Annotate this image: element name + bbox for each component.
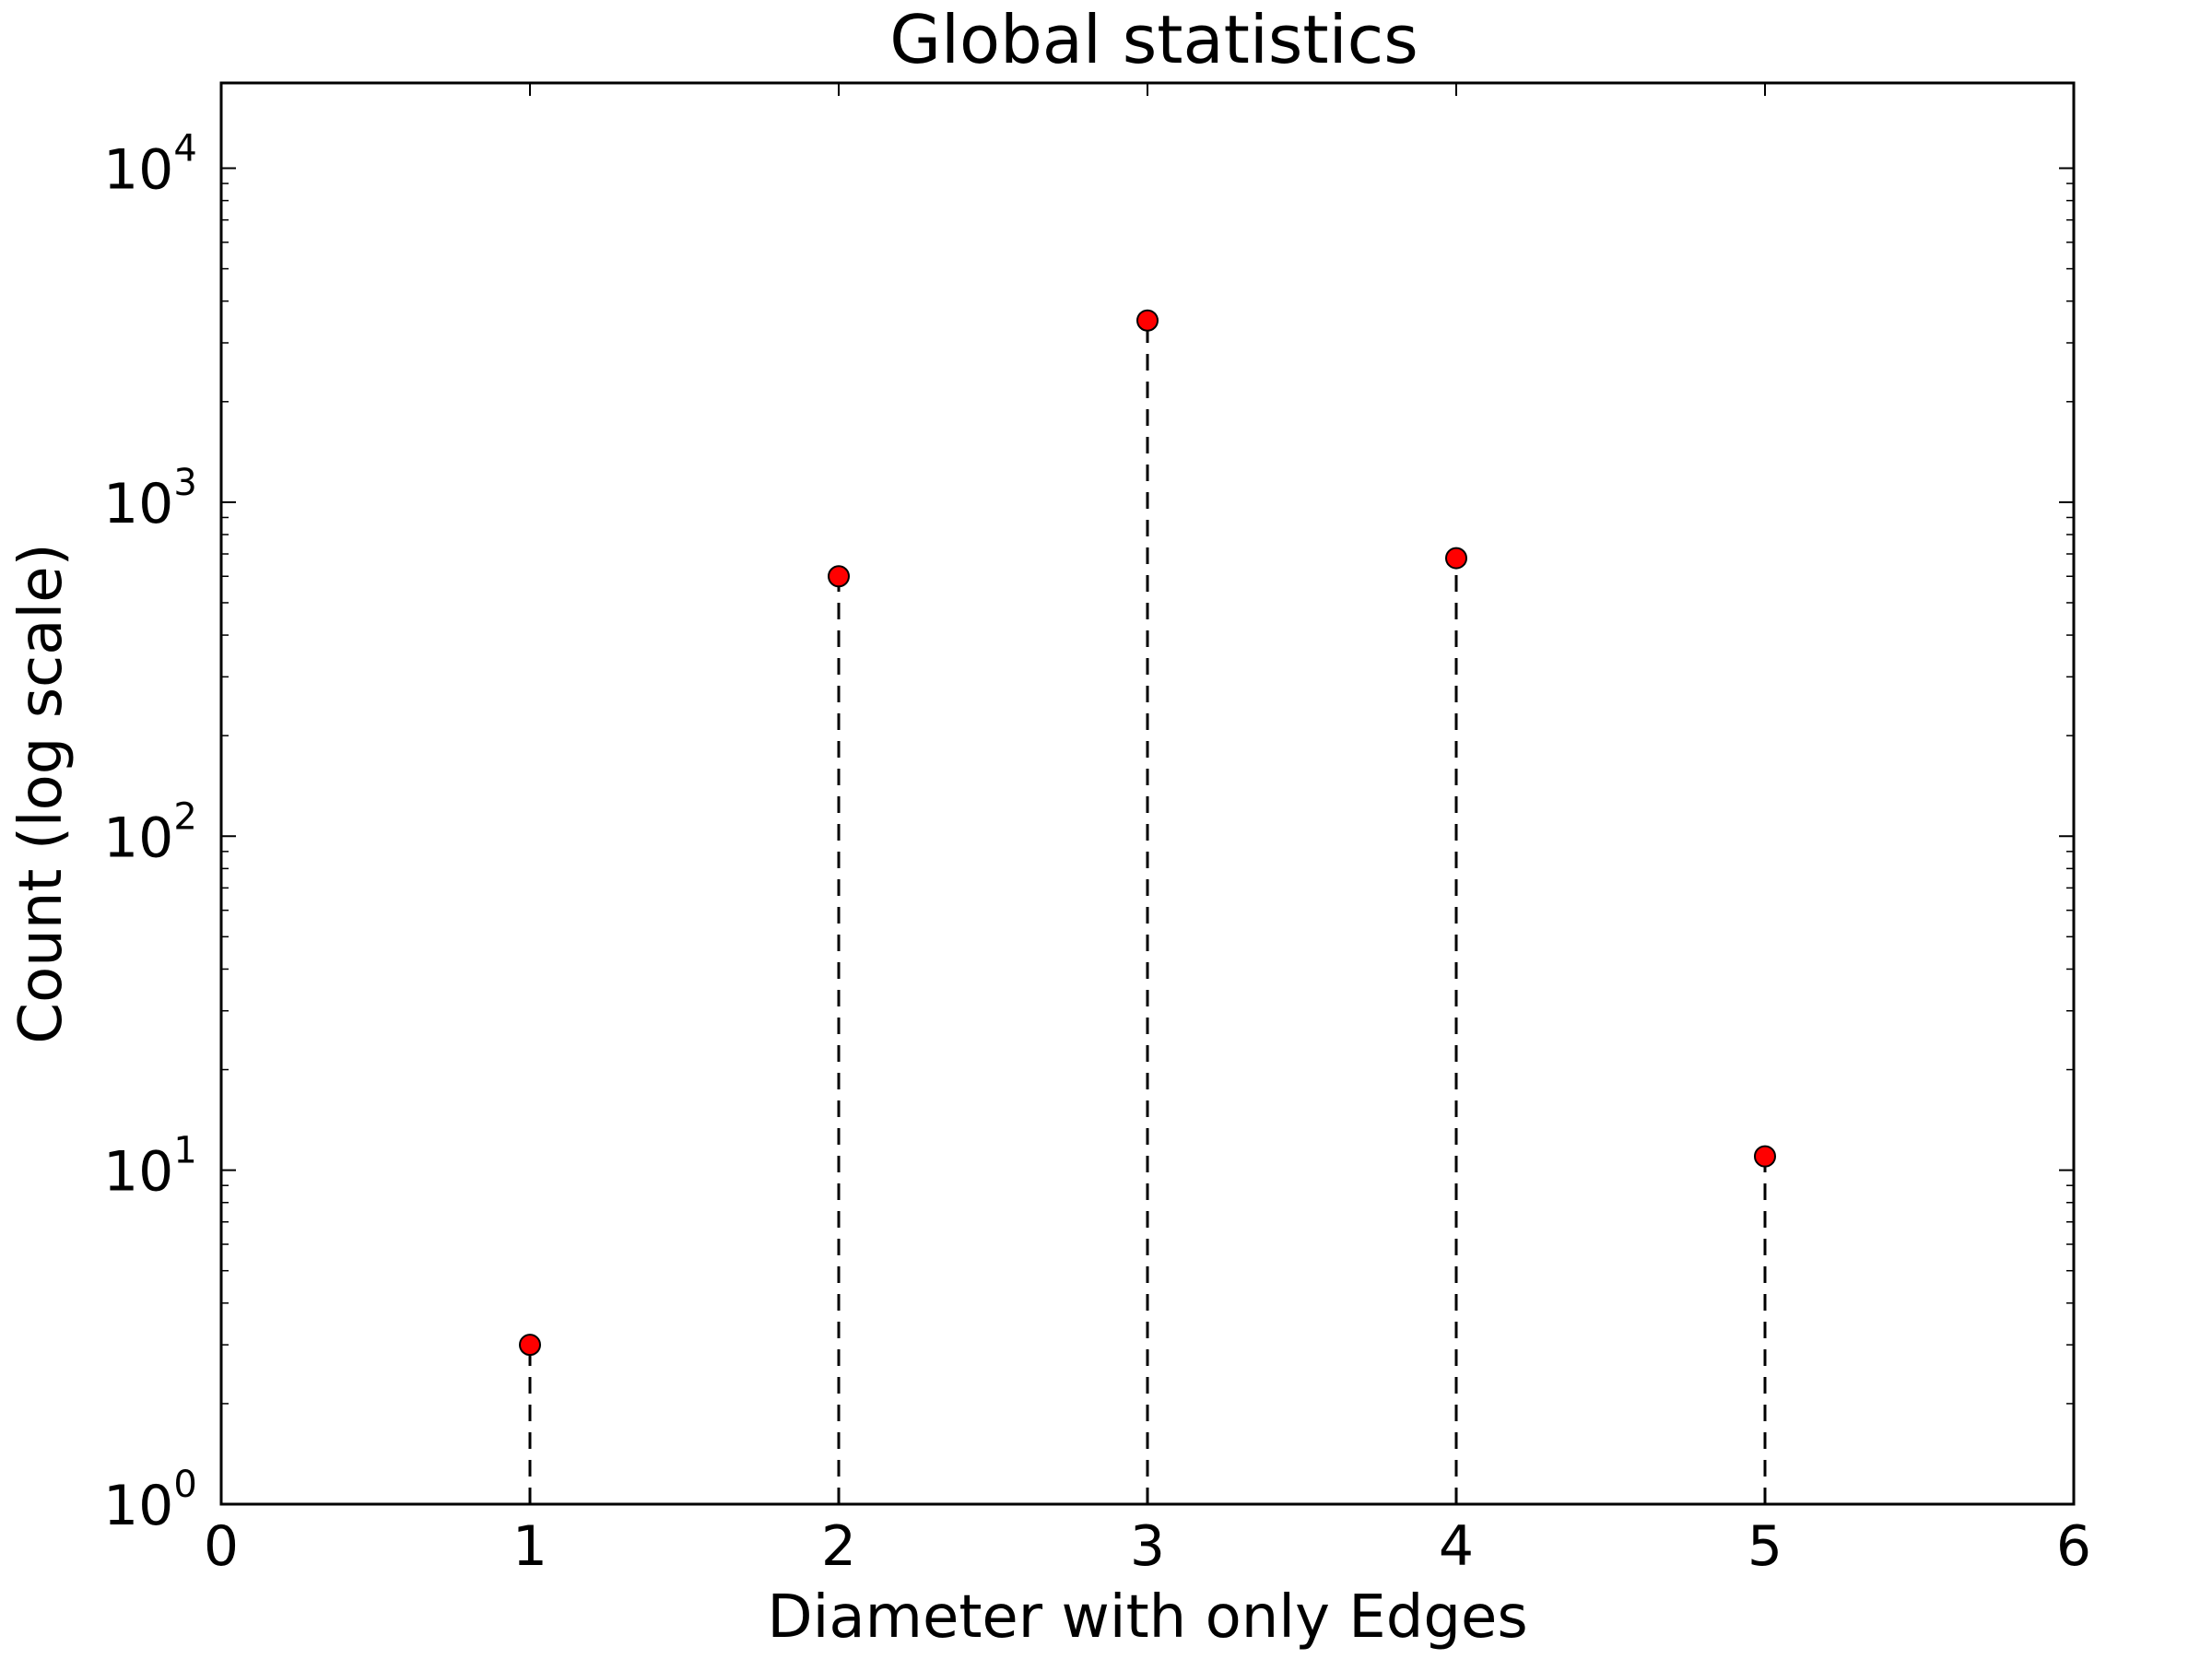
y-tick-label: 102 [103,795,197,870]
x-tick-label: 5 [1747,1514,1783,1579]
plot-frame [219,81,2076,1506]
data-point [828,565,850,588]
data-point [1445,547,1467,570]
x-tick-label: 0 [204,1514,239,1579]
x-tick-label: 2 [821,1514,856,1579]
x-tick-label: 6 [2056,1514,2091,1579]
data-point [519,1334,541,1357]
y-tick-label: 103 [103,462,197,536]
y-tick-label: 104 [103,128,197,203]
y-tick-label: 101 [103,1130,197,1205]
x-tick-label: 3 [1130,1514,1165,1579]
x-tick-label: 4 [1439,1514,1474,1579]
y-axis-label: Count (log scale) [7,543,76,1043]
data-point [1754,1145,1776,1168]
chart-title: Global statistics [889,1,1418,78]
plot-area: 0 1 2 3 4 5 6 100 101 102 103 104 [103,83,2091,1579]
data-point [1136,309,1159,332]
x-tick-label: 1 [512,1514,547,1579]
x-axis-label: Diameter with only Edges [767,1583,1527,1652]
y-tick-label: 100 [103,1464,197,1538]
